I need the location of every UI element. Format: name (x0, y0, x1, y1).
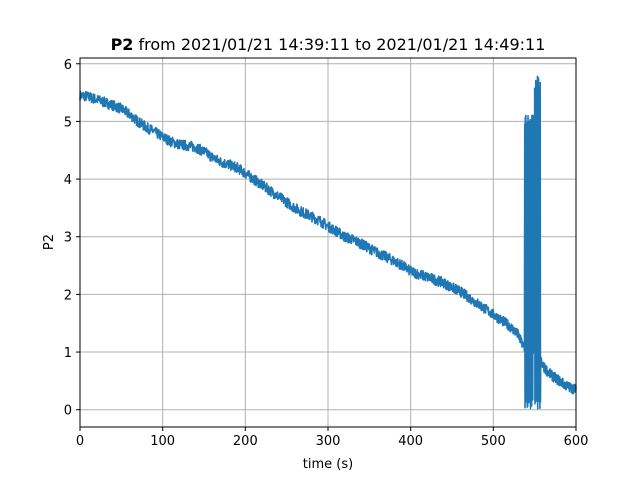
series-line (79, 75, 577, 410)
x-tick-label: 500 (481, 434, 506, 449)
x-tick-label: 100 (150, 434, 175, 449)
x-tick-label: 200 (233, 434, 258, 449)
grid-layer (79, 58, 577, 427)
y-tick-label: 2 (64, 288, 72, 303)
y-tick-label: 6 (64, 58, 72, 73)
x-axis-label: time (s) (303, 457, 353, 472)
chart-title: P2 from 2021/01/21 14:39:11 to 2021/01/2… (111, 35, 546, 54)
plot-layer (79, 75, 577, 410)
tick-layer: 0 100 200 300 400 500 600 0 1 2 3 4 5 6 (64, 58, 589, 449)
y-tick-label: 1 (64, 346, 72, 361)
y-tick-label: 4 (64, 173, 72, 188)
y-tick-label: 3 (64, 231, 72, 246)
x-tick-label: 300 (316, 434, 341, 449)
chart-title-bold: P2 (111, 35, 134, 54)
chart-title-rest: from 2021/01/21 14:39:11 to 2021/01/21 1… (133, 35, 545, 54)
x-tick-label: 400 (398, 434, 423, 449)
x-tick-label: 0 (76, 434, 84, 449)
y-axis-label: P2 (42, 234, 57, 250)
y-tick-label: 5 (64, 115, 72, 130)
x-tick-label: 600 (564, 434, 589, 449)
y-tick-label: 0 (64, 404, 72, 419)
